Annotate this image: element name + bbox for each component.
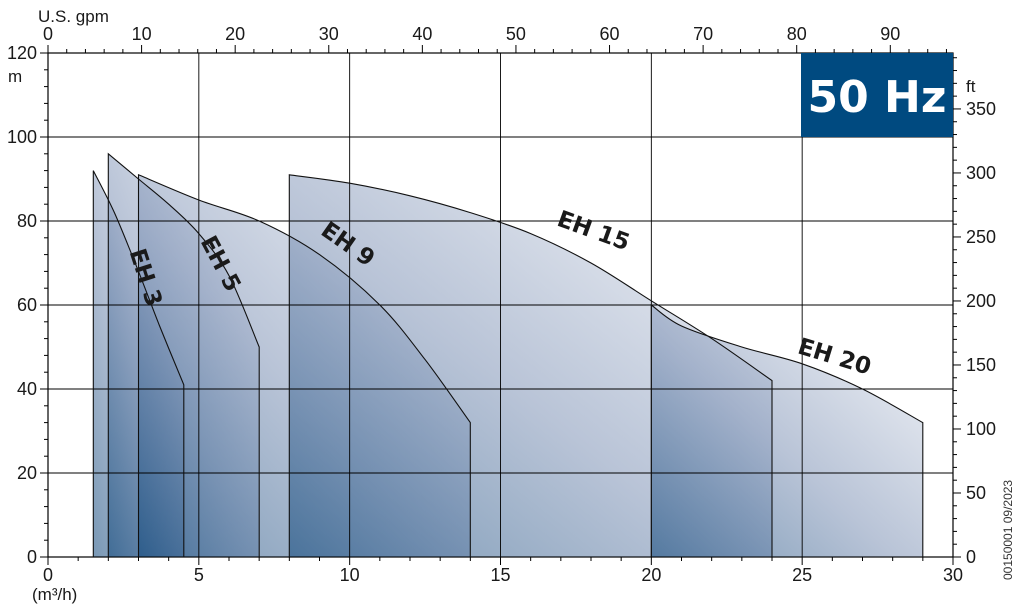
outline-eh-9 xyxy=(137,173,471,557)
y2-tick-label-250: 250 xyxy=(966,227,996,247)
y-tick-label-120: 120 xyxy=(7,43,37,63)
y2-tick-label-0: 0 xyxy=(966,547,976,567)
y-tick-label-40: 40 xyxy=(17,379,37,399)
x-tick-label-20: 20 xyxy=(641,565,661,585)
outline-eh-5 xyxy=(107,152,260,557)
y2-tick-label-300: 300 xyxy=(966,163,996,183)
x2-tick-label-80: 80 xyxy=(787,24,807,44)
x-tick-label-30: 30 xyxy=(943,565,963,585)
frequency-badge xyxy=(801,53,953,137)
chart-code: 00150001 09/2023 xyxy=(1001,480,1015,580)
x2-tick-label-50: 50 xyxy=(506,24,526,44)
outline-eh-20 xyxy=(650,303,924,557)
area-eh-20 xyxy=(651,305,923,557)
x2-tick-label-90: 90 xyxy=(880,24,900,44)
y2-axis-label: ft xyxy=(966,77,976,96)
x-tick-label-0: 0 xyxy=(43,565,53,585)
y-tick-label-60: 60 xyxy=(17,295,37,315)
x-tick-label-5: 5 xyxy=(194,565,204,585)
y2-tick-label-50: 50 xyxy=(966,483,986,503)
y-tick-label-20: 20 xyxy=(17,463,37,483)
x-tick-label-25: 25 xyxy=(792,565,812,585)
x-tick-label-15: 15 xyxy=(490,565,510,585)
y2-tick-label-350: 350 xyxy=(966,99,996,119)
outline-eh-15 xyxy=(288,174,773,557)
x2-axis-label: U.S. gpm xyxy=(38,7,109,26)
y-tick-label-80: 80 xyxy=(17,211,37,231)
x2-tick-label-30: 30 xyxy=(319,24,339,44)
x2-tick-label-60: 60 xyxy=(600,24,620,44)
x2-tick-label-20: 20 xyxy=(225,24,245,44)
y-tick-label-100: 100 xyxy=(7,127,37,147)
y2-tick-label-100: 100 xyxy=(966,419,996,439)
y-tick-label-0: 0 xyxy=(27,547,37,567)
curve-outlines xyxy=(92,152,924,557)
x-axis-label: (m³/h) xyxy=(32,585,77,604)
y-axis-label: m xyxy=(8,67,22,86)
x2-tick-label-0: 0 xyxy=(43,24,53,44)
y2-tick-label-150: 150 xyxy=(966,355,996,375)
x2-tick-label-10: 10 xyxy=(132,24,152,44)
x-tick-label-10: 10 xyxy=(340,565,360,585)
x2-tick-label-70: 70 xyxy=(693,24,713,44)
x2-tick-label-40: 40 xyxy=(412,24,432,44)
y2-tick-label-200: 200 xyxy=(966,291,996,311)
frequency-badge-text: 50 Hz xyxy=(808,72,947,123)
